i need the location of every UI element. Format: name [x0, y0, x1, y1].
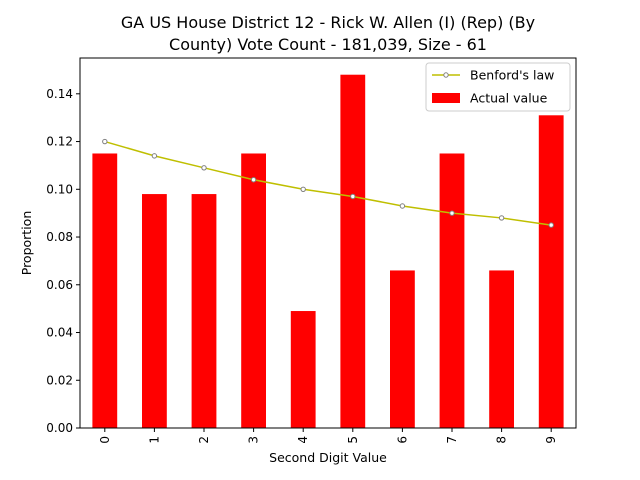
y-axis: 0.00 0.02 0.04 0.06 0.08 0.10 0.12 0.14 — [46, 87, 80, 435]
x-axis: 0 1 2 3 4 5 6 7 8 9 — [98, 428, 558, 444]
bar-0 — [92, 153, 118, 428]
x-tick-label-3: 3 — [247, 436, 261, 444]
benford-point-5 — [350, 193, 356, 200]
x-axis-label: Second Digit Value — [269, 450, 387, 465]
y-tick-label: 0.06 — [46, 278, 73, 292]
x-tick-label-6: 6 — [395, 436, 409, 444]
benford-point-1 — [151, 153, 158, 159]
y-tick-label: 0.08 — [46, 230, 73, 244]
chart-title-line-1: GA US House District 12 - Rick W. Allen … — [121, 13, 535, 32]
x-tick-label-0: 0 — [98, 436, 112, 444]
legend-line-marker — [443, 72, 449, 78]
benford-line — [104, 140, 552, 226]
y-axis-label: Proportion — [19, 211, 34, 276]
x-tick-label-9: 9 — [544, 436, 558, 444]
plot-frame — [79, 57, 577, 429]
bar-3 — [241, 153, 266, 428]
benford-point-8 — [498, 215, 505, 221]
bar-1 — [142, 194, 167, 428]
legend-bar-swatch — [432, 93, 460, 103]
y-tick-label: 0.14 — [46, 87, 73, 101]
x-tick-label-5: 5 — [346, 436, 360, 444]
x-tick-label-2: 2 — [197, 436, 211, 444]
benford-point-2 — [201, 165, 207, 171]
bar-9 — [538, 115, 564, 429]
benford-point-0 — [102, 138, 108, 145]
x-tick-label-4: 4 — [296, 436, 310, 444]
y-tick-label: 0.00 — [46, 421, 73, 435]
legend-box — [425, 62, 571, 112]
benford-point-3 — [250, 177, 257, 183]
bar-6 — [390, 270, 415, 428]
x-tick-label-7: 7 — [445, 436, 459, 444]
legend-label: Benford's law — [470, 68, 554, 83]
bar-7 — [439, 153, 465, 428]
bar-5 — [340, 74, 366, 428]
chart-title-line-2: County) Vote Count - 181,039, Size - 61 — [169, 35, 487, 54]
benford-line-layer — [102, 138, 554, 228]
bar-4 — [290, 311, 316, 428]
benford-point-7 — [449, 210, 455, 216]
benford-point-9 — [548, 222, 554, 228]
y-tick-label: 0.02 — [46, 373, 73, 387]
bar-2 — [191, 194, 217, 428]
benford-point-6 — [399, 203, 406, 209]
legend: Benford's law Actual value — [425, 62, 571, 112]
x-tick-label-1: 1 — [147, 436, 161, 444]
bars-layer — [92, 74, 564, 429]
y-tick-label: 0.10 — [46, 182, 73, 196]
bar-8 — [489, 270, 514, 428]
y-tick-label: 0.04 — [46, 326, 73, 340]
benford-point-4 — [300, 186, 306, 192]
y-tick-label: 0.12 — [46, 135, 73, 149]
legend-label: Actual value — [470, 91, 548, 106]
x-tick-label-8: 8 — [495, 436, 509, 444]
